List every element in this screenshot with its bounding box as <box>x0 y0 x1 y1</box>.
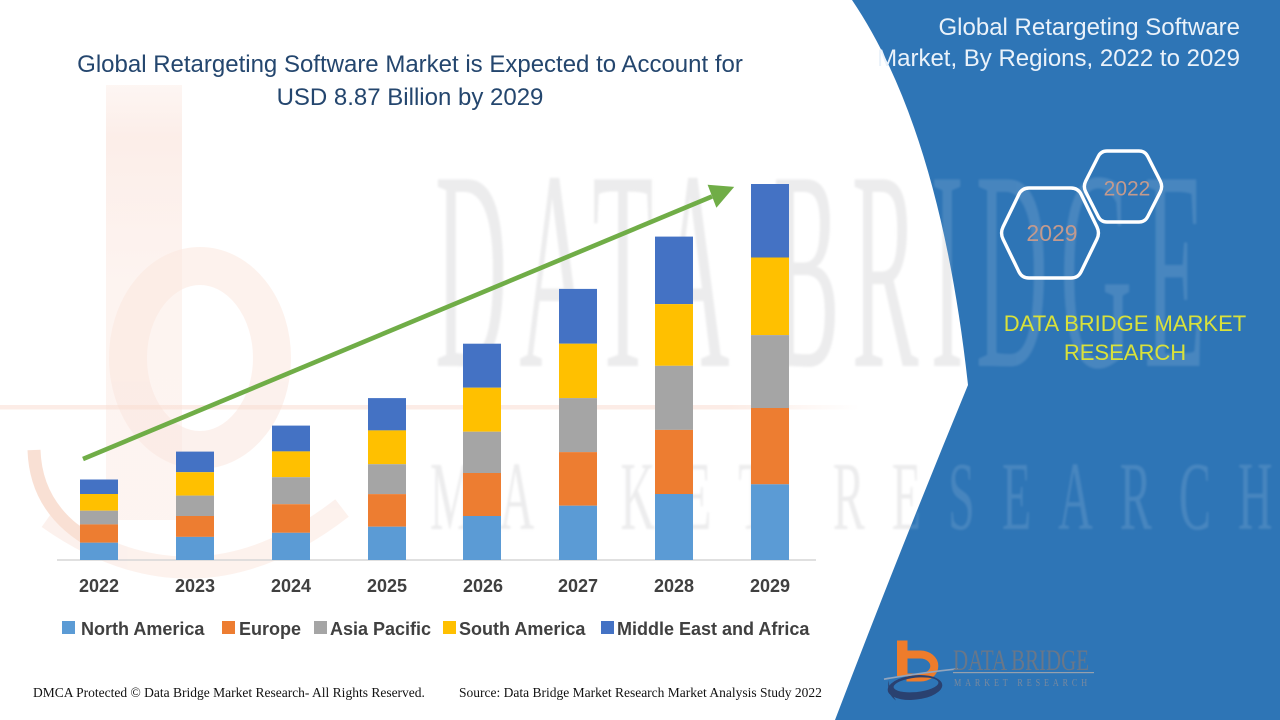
svg-text:2029: 2029 <box>1026 220 1077 246</box>
svg-text:DATA BRIDGE: DATA BRIDGE <box>953 644 1089 677</box>
svg-text:MARKET RESEARCH: MARKET RESEARCH <box>954 678 1091 689</box>
svg-text:2022: 2022 <box>1104 178 1151 201</box>
